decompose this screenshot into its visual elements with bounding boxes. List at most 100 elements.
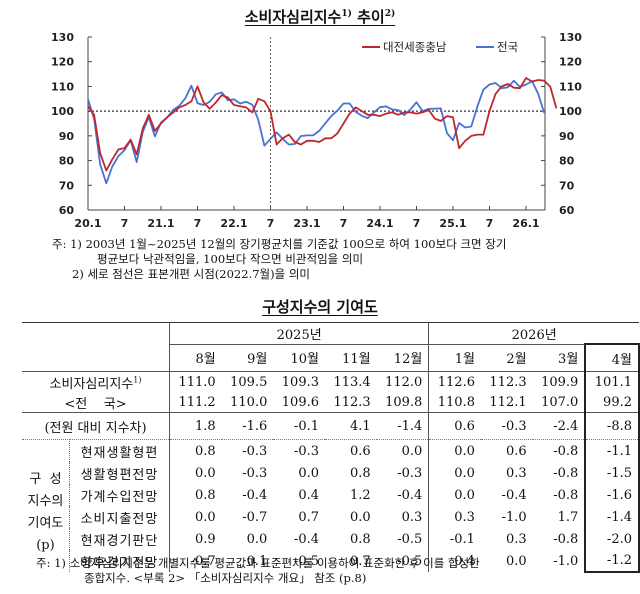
component-value: -0.7 <box>242 509 268 525</box>
month-header-row: 8월 9월 10월 11월 12월 1월 2월 3월 4월 <box>22 343 640 372</box>
component-value: 0.0 <box>505 553 527 569</box>
national-value: 110.8 <box>428 392 481 413</box>
year-header-row: 2025년 2026년 <box>22 322 639 345</box>
x-tick-label: 7 <box>267 217 275 230</box>
table-note-1-cont: 종합지수. <부록 2> 「소비자심리지수 개요」 참조 (p.8) <box>84 571 367 585</box>
component-value: 0.0 <box>376 439 429 462</box>
x-tick-label: 23.1 <box>293 217 320 230</box>
component-label: 가계수입전망 <box>80 489 159 505</box>
component-value: -1.5 <box>584 462 640 484</box>
component-row: 생활형편전망 0.0 -0.3 0.0 0.8 -0.3 0.0 0.3 -0.8 -1.5 <box>22 462 640 484</box>
national-value: 109.8 <box>376 392 429 413</box>
group-label-line: 구 성 <box>29 472 62 487</box>
component-value: 1.2 <box>349 487 371 503</box>
note-1-cont: 평균보다 낙관적임을, 100보다 작으면 비관적임을 의미 <box>97 252 364 266</box>
component-label: 현재경기판단 <box>80 533 159 549</box>
y-tick-label-right: 90 <box>559 130 575 143</box>
component-value: 0.0 <box>428 439 481 462</box>
x-tick-label: 7 <box>121 217 129 230</box>
row-label-diff: (전원 대비 지수차) <box>44 420 147 436</box>
diff-value: -1.4 <box>397 418 423 434</box>
month-header: 2월 <box>480 344 533 372</box>
component-value: -0.7 <box>169 550 222 572</box>
legend-label-daejeon: 대전세종충남 <box>383 40 447 54</box>
table-notes: 주: 1) 소비자심리지수는 개별지수를 평균값과 표준편차를 이용하여 표준화… <box>36 556 480 586</box>
series-line-national <box>87 79 546 185</box>
component-label: 생활형편전망 <box>80 467 159 483</box>
component-value: -1.4 <box>584 506 640 528</box>
component-value: -0.1 <box>428 528 481 550</box>
header-blank <box>22 344 170 372</box>
diff-value: -2.4 <box>553 418 579 434</box>
national-value: 112.1 <box>480 392 533 413</box>
component-value: -2.0 <box>584 528 640 550</box>
component-value: -1.2 <box>584 550 640 573</box>
series-line-daejeon-sejong-chungnam <box>87 77 558 172</box>
component-value: 0.8 <box>169 484 222 506</box>
table-title-text: 구성지수의 기여도 <box>262 298 378 316</box>
component-value: -1.6 <box>584 484 640 506</box>
component-value: -0.4 <box>293 531 319 547</box>
component-value: -0.3 <box>397 465 423 481</box>
chart-title-suffix: 추이 <box>351 8 385 26</box>
x-tick-label: 7 <box>413 217 421 230</box>
national-value: 107.0 <box>532 392 586 413</box>
component-value: -0.3 <box>242 465 268 481</box>
y-tick-label-left: 100 <box>51 105 74 118</box>
y-tick-label-left: 70 <box>59 179 75 192</box>
component-row: 소비지출전망 0.0 -0.7 0.7 0.0 0.3 0.3 -1.0 1.7 -1.4 <box>22 506 640 528</box>
y-tick-label-left: 120 <box>51 56 74 69</box>
chart-title: 소비자심리지수1) 추이2) <box>0 6 640 27</box>
x-tick-label: 25.1 <box>439 217 466 230</box>
diff-value: -8.8 <box>584 412 640 440</box>
y-tick-label-right: 80 <box>559 155 575 168</box>
national-value: 109.6 <box>273 392 325 413</box>
month-header: 8월 <box>169 344 222 372</box>
note-1: 주: 1) 2003년 1월~2025년 12월의 장기평균치를 기준값 100… <box>52 237 507 251</box>
component-value: -0.5 <box>397 531 423 547</box>
table-note-1: 주: 1) 소비자심리지수는 개별지수를 평균값과 표준편차를 이용하여 표준화… <box>36 556 480 570</box>
csi-value: 112.6 <box>428 371 481 392</box>
component-value: -0.8 <box>553 465 579 481</box>
national-value: 110.0 <box>221 392 274 413</box>
component-row: 현재경기판단 0.9 0.0 -0.4 0.8 -0.5 -0.1 0.3 -0.8 -2.0 <box>22 528 640 550</box>
month-header: 9월 <box>221 344 274 372</box>
component-value: -0.3 <box>221 439 274 462</box>
component-value: -0.8 <box>553 531 579 547</box>
component-value: -0.3 <box>273 439 325 462</box>
x-tick-label: 24.1 <box>366 217 393 230</box>
component-value: 0.7 <box>349 553 371 569</box>
month-header: 11월 <box>325 344 377 372</box>
group-label-line: 기여도 <box>27 516 64 531</box>
y-tick-label-left: 110 <box>51 80 74 93</box>
csi-value: 109.5 <box>230 374 268 390</box>
y-tick-label-left: 60 <box>59 204 75 217</box>
csi-value: 111.0 <box>169 371 222 392</box>
x-tick-label: 26.1 <box>512 217 539 230</box>
component-value: 0.3 <box>401 509 423 525</box>
year-header-2026: 2026년 <box>428 322 639 345</box>
national-value: 112.3 <box>325 392 377 413</box>
month-header: 3월 <box>532 344 586 372</box>
component-value: -0.8 <box>553 487 579 503</box>
csi-value: 109.3 <box>281 374 319 390</box>
component-label: 소비지출전망 <box>80 511 159 527</box>
x-tick-label: 22.1 <box>220 217 247 230</box>
note-2: 2) 세로 점선은 표본개편 시점(2022.7월)을 의미 <box>72 267 310 281</box>
csi-value: 112.0 <box>385 374 423 390</box>
y-tick-label-right: 110 <box>559 80 582 93</box>
footnote-marker: 1) <box>341 9 352 19</box>
x-tick-label: 7 <box>486 217 494 230</box>
month-header: 1월 <box>428 344 481 372</box>
y-tick-label-right: 100 <box>559 105 582 118</box>
component-value: 1.7 <box>557 509 579 525</box>
line-chart: 60 60 70 70 80 80 90 90 100 100 110 110 120 120 130 130… <box>51 31 582 230</box>
component-value: -1.0 <box>553 553 579 569</box>
header-blank <box>22 322 170 344</box>
component-value: 0.3 <box>428 506 481 528</box>
component-value: 0.0 <box>349 509 371 525</box>
component-value: -0.8 <box>532 439 586 462</box>
csi-row: 소비자심리지수1) 111.0 109.5 109.3 113.4 112.0 112.6 1… <box>22 371 640 392</box>
component-value: 0.0 <box>298 465 319 481</box>
diff-value: -0.1 <box>293 418 319 434</box>
